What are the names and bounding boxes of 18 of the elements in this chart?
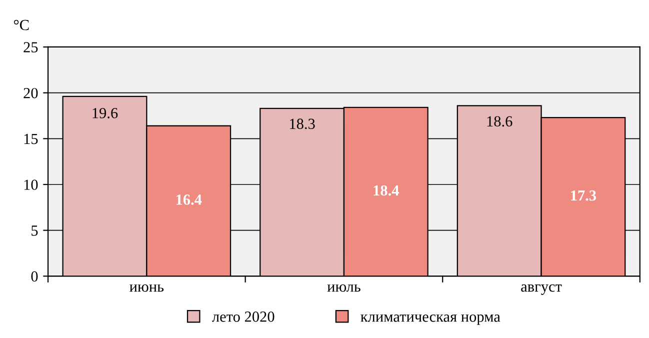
data-label: 16.4 — [176, 194, 202, 205]
y-tick-label: 25 — [24, 42, 38, 52]
data-label: 18.4 — [374, 185, 399, 196]
data-label: 19.6 — [92, 108, 118, 118]
x-tick-label: август — [521, 284, 562, 295]
x-tick-label: июль — [327, 284, 360, 292]
data-label: 18.3 — [290, 118, 315, 130]
y-tick-label: 20 — [24, 88, 38, 98]
y-tick-label: 0 — [31, 271, 38, 282]
y-tick-label: 10 — [24, 180, 38, 190]
data-label: 18.6 — [487, 116, 512, 127]
y-tick-label: 15 — [24, 134, 38, 144]
legend-label: климатическая норма — [360, 314, 500, 325]
y-tick-label: 5 — [32, 226, 38, 236]
x-tick-label: июнь — [130, 284, 164, 292]
y-axis-title: °C — [14, 20, 29, 30]
legend-label: лето 2020 — [212, 312, 274, 322]
data-label: 17.3 — [571, 190, 596, 201]
